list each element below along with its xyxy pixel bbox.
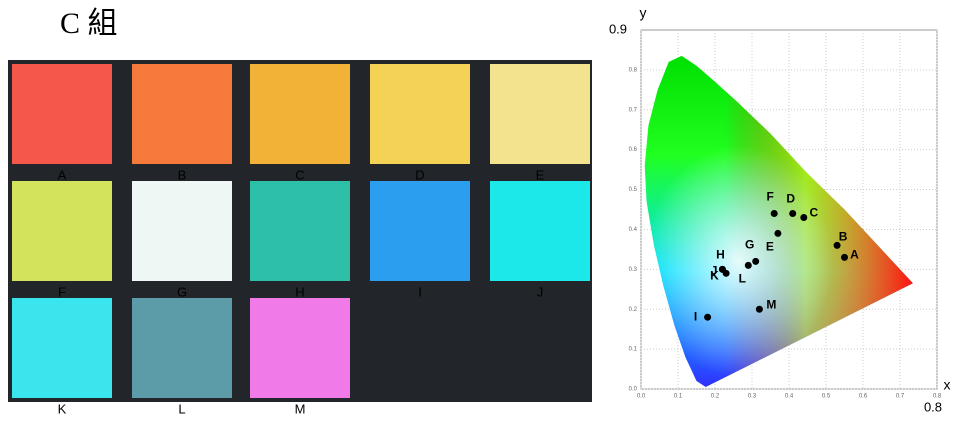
swatch-label: D [415,167,424,182]
point-label: H [716,248,725,262]
data-point [744,261,752,269]
data-point [789,209,797,217]
point-label: M [766,297,776,311]
swatch [132,64,232,164]
swatch-label: E [536,167,545,182]
y-tick-label: 0.2 [629,307,638,313]
x-tick-label: 0.1 [674,394,683,400]
y-tick-label: 0.8 [629,67,638,73]
swatch-label: L [178,401,185,416]
y-tick-label: 0.4 [629,227,638,233]
swatch [132,181,232,281]
swatch [490,181,590,281]
swatch-label: A [58,167,67,182]
y-end-label: 0.9 [609,21,627,36]
swatch [12,64,112,164]
y-tick-label: 0.1 [629,347,638,353]
y-tick-label: 0.6 [629,147,638,153]
x-tick-label: 0.0 [637,394,646,400]
data-point [800,213,808,221]
data-point [752,257,760,265]
point-label: I [694,309,697,323]
point-label: D [786,192,795,206]
data-point [718,265,726,273]
point-label: G [745,238,754,252]
data-point [841,253,848,261]
swatch-label: B [178,167,187,182]
y-axis-label: y [640,5,647,21]
data-point [833,241,841,249]
x-tick-label: 0.5 [822,394,831,400]
point-label: E [766,240,774,254]
point-label: F [767,190,774,204]
point-label: K [710,269,719,283]
x-tick-label: 0.4 [785,394,794,400]
data-point [770,209,778,217]
swatch [250,298,350,398]
x-tick-label: 0.6 [859,394,868,400]
y-tick-label: 0.5 [629,187,638,193]
x-end-label: 0.8 [924,399,942,414]
swatch-label: F [58,284,66,299]
point-label: L [739,272,746,286]
swatch [12,298,112,398]
data-point [755,305,763,313]
swatch-label: M [295,401,306,416]
swatch-label: K [58,401,67,416]
swatch [490,64,590,164]
x-tick-label: 0.2 [711,394,720,400]
point-label: J [711,263,718,277]
y-tick-label: 0.7 [629,107,638,113]
point-label: A [850,248,859,262]
point-label: C [809,206,818,220]
x-tick-label: 0.7 [896,394,905,400]
y-tick-label: 0.0 [629,387,638,393]
chromaticity-gamut [644,55,913,388]
swatch [250,64,350,164]
data-point [774,229,782,237]
y-tick-label: 0.3 [629,267,638,273]
swatch-label: G [177,284,187,299]
swatch [132,298,232,398]
swatch [250,181,350,281]
swatch [370,64,470,164]
swatch-label: C [295,167,304,182]
data-point [704,313,712,321]
title: C 組 [60,7,118,40]
point-label: B [839,230,848,244]
swatch-label: J [537,284,544,299]
swatch-label: H [295,284,304,299]
x-axis-label: x [944,377,951,393]
swatch [12,181,112,281]
x-tick-label: 0.3 [748,394,757,400]
swatch-label: I [418,284,422,299]
swatch [370,181,470,281]
x-tick-label: 0.8 [933,394,942,400]
